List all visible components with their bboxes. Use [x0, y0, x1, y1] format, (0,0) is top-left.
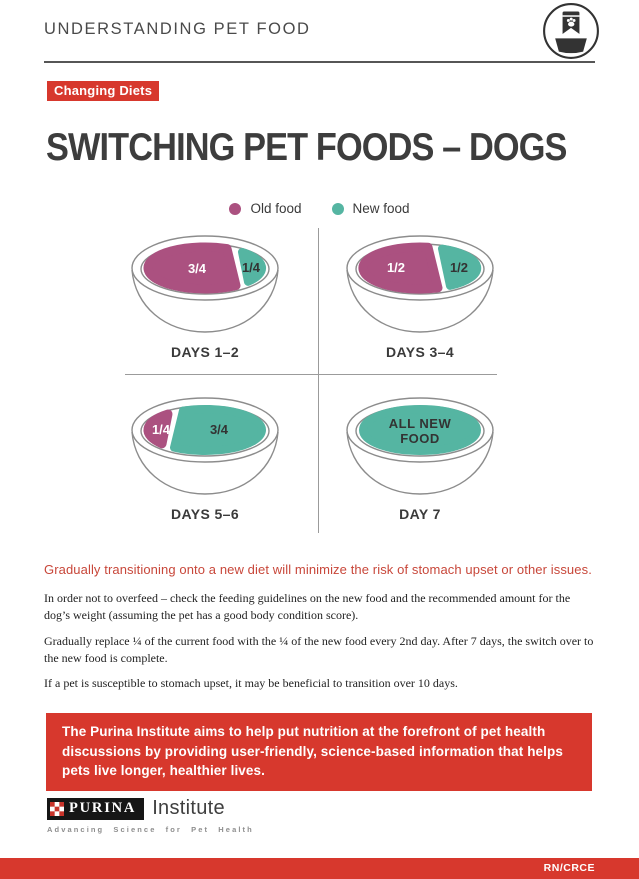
legend-label-old: Old food	[250, 201, 302, 216]
logo-institute-text: Institute	[152, 797, 225, 819]
document-code: RN/CRCE	[543, 862, 595, 874]
purina-checkerboard-icon	[50, 801, 64, 816]
page-title: SWITCHING PET FOODS – DOGS	[46, 126, 567, 169]
section-badge: Changing Diets	[47, 81, 160, 101]
portion-label-new: 1/2	[450, 260, 468, 275]
bowl-diagram-days-5-6: 1/4 3/4	[131, 397, 279, 495]
paragraph-feeding-guidelines: In order not to overfeed – check the fee…	[44, 591, 571, 623]
purina-wordmark: PURINA	[47, 797, 145, 820]
portion-label-old: 1/4	[152, 422, 171, 437]
bowl-diagram-days-3-4: 1/2 1/2	[346, 235, 494, 333]
highlight-sentence: Gradually transitioning onto a new diet …	[44, 562, 592, 577]
pet-food-bag-and-bowl-icon	[542, 2, 600, 60]
all-new-food-label-line2: FOOD	[400, 431, 440, 446]
purina-institute-logo: PURINA Institute Advancing Science for P…	[47, 797, 254, 834]
bowl-diagram-days-1-2: 3/4 1/4	[131, 235, 279, 333]
bottom-bar: RN/CRCE	[0, 858, 639, 879]
quadrant-divider-horizontal	[125, 374, 497, 375]
bowl-diagram-day-7: ALL NEW FOOD	[346, 397, 494, 495]
portion-label-new: 3/4	[210, 422, 229, 437]
legend-label-new: New food	[352, 201, 410, 216]
all-new-food-label-line1: ALL NEW	[389, 416, 452, 431]
legend-item-new-food: New food	[331, 201, 410, 216]
body-paragraphs: In order not to overfeed – check the fee…	[44, 590, 596, 701]
logo-brand-text: PURINA	[69, 800, 137, 816]
paragraph-gradual-replace: Gradually replace ¼ of the current food …	[44, 633, 594, 665]
new-food-dot-icon	[331, 202, 344, 215]
bowl-caption-days-3-4: DAYS 3–4	[385, 344, 455, 360]
page-kicker: UNDERSTANDING PET FOOD	[44, 20, 311, 38]
header-divider	[44, 61, 595, 63]
legend-item-old-food: Old food	[229, 201, 302, 216]
quadrant-divider-vertical	[318, 228, 319, 533]
bowl-caption-day-7: DAY 7	[399, 506, 441, 522]
legend: Old food New food	[0, 201, 639, 216]
old-food-dot-icon	[229, 202, 242, 215]
purina-institute-callout: The Purina Institute aims to help put nu…	[46, 713, 592, 791]
bowl-caption-days-5-6: DAYS 5–6	[170, 506, 240, 522]
logo-tagline: Advancing Science for Pet Health	[47, 825, 254, 834]
portion-label-new: 1/4	[242, 260, 261, 275]
paragraph-stomach-upset: If a pet is susceptible to stomach upset…	[44, 676, 458, 691]
bowl-caption-days-1-2: DAYS 1–2	[170, 344, 240, 360]
portion-label-old: 3/4	[188, 261, 207, 276]
portion-label-old: 1/2	[387, 260, 405, 275]
